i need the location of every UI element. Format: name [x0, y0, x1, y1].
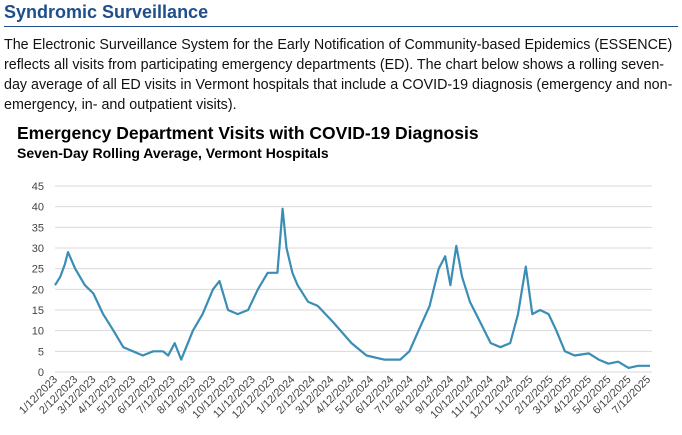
y-tick-label: 0	[38, 367, 44, 379]
y-tick-label: 25	[32, 264, 44, 276]
y-tick-label: 40	[32, 202, 44, 214]
chart-subtitle: Seven-Day Rolling Average, Vermont Hospi…	[17, 145, 329, 161]
data-line	[54, 207, 650, 369]
y-tick-label: 45	[32, 181, 44, 193]
y-tick-label: 20	[32, 284, 44, 296]
y-tick-label: 30	[32, 243, 44, 255]
paragraph: The Electronic Surveillance System for t…	[4, 37, 673, 113]
y-tick-label: 35	[32, 222, 44, 234]
chart-title: Emergency Department Visits with COVID-1…	[17, 123, 479, 143]
section-title: Syndromic Surveillance	[4, 2, 678, 27]
y-tick-label: 10	[32, 326, 44, 338]
chart: Emergency Department Visits with COVID-1…	[17, 123, 653, 421]
y-tick-label: 15	[32, 305, 44, 317]
y-tick-label: 5	[38, 346, 44, 358]
